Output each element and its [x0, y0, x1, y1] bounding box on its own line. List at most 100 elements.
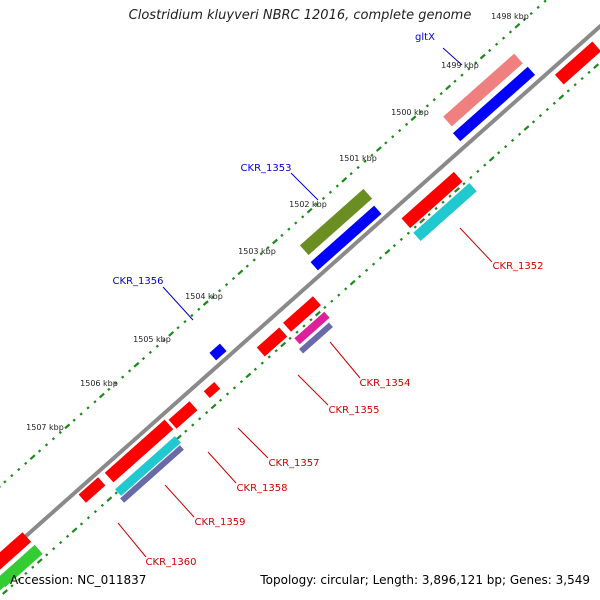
outer-tick-mark — [37, 449, 42, 453]
inner-tick-mark — [573, 83, 577, 87]
ckr1351-bar[interactable] — [554, 41, 600, 85]
outer-tick-mark — [121, 375, 125, 379]
ckr1360-bar[interactable] — [78, 477, 106, 503]
inner-tick-mark — [65, 534, 70, 538]
edge-red-bar[interactable] — [0, 532, 32, 572]
gene-label[interactable]: CKR_1360 — [146, 557, 197, 568]
inner-tick-mark — [114, 491, 118, 495]
gene-label[interactable]: CKR_1358 — [237, 483, 288, 494]
outer-tick-mark — [418, 110, 423, 114]
outer-tick-mark — [467, 67, 471, 71]
inner-tick-mark — [337, 293, 341, 297]
outer-tick-mark — [10, 474, 14, 478]
inner-tick-mark — [210, 403, 217, 410]
outer-tick-mark — [508, 30, 513, 34]
outer-tick-mark — [252, 258, 256, 262]
edge-green-small-bar[interactable] — [0, 573, 11, 591]
outer-tick-mark — [391, 135, 395, 139]
outer-tick-mark — [17, 467, 21, 472]
outer-tick-mark — [529, 11, 533, 16]
tick-label: 1498 kbp — [491, 12, 529, 21]
inner-tick-mark — [253, 367, 257, 371]
inner-tick-mark — [274, 349, 278, 353]
inner-tick-mark — [517, 132, 522, 136]
ckr1359-bar[interactable] — [120, 445, 184, 503]
outer-tick-mark — [439, 91, 443, 96]
inner-tick-mark — [364, 268, 369, 272]
inner-tick-mark — [218, 398, 223, 402]
gene-label[interactable]: gltX — [415, 32, 435, 43]
gene-label[interactable]: CKR_1352 — [493, 261, 544, 272]
outer-tick-mark — [29, 454, 36, 461]
ckr1355-bar[interactable] — [256, 327, 288, 357]
tick-label: 1501 kbp — [339, 154, 377, 163]
inner-tick-mark — [52, 547, 56, 551]
ckr1354-bar[interactable] — [294, 311, 330, 345]
gene-label[interactable]: CKR_1356 — [113, 276, 164, 287]
inner-tick-mark — [462, 182, 466, 186]
outer-tick-mark — [133, 361, 140, 368]
inner-tick-mark — [497, 151, 501, 155]
outer-tick-mark — [93, 400, 97, 404]
gene-leader-line — [459, 227, 493, 263]
ckr1358-bar[interactable] — [104, 419, 174, 483]
outer-tick-mark — [58, 430, 62, 435]
gene-label[interactable]: CKR_1353 — [241, 163, 292, 174]
ckr1357-red-bar[interactable] — [168, 401, 198, 429]
gltX-bar[interactable] — [443, 53, 523, 127]
outer-tick-mark — [168, 331, 175, 337]
inner-tick-mark — [580, 76, 584, 81]
ckr1356-bar[interactable] — [209, 343, 227, 361]
gene-leader-line — [290, 172, 319, 201]
inner-tick-mark — [330, 299, 334, 303]
outer-tick-mark — [162, 338, 166, 342]
ckr1353-strand-bar[interactable] — [310, 205, 382, 271]
inner-tick-mark — [406, 231, 410, 235]
edge-green-bar[interactable] — [0, 544, 43, 588]
ckr1352-bar[interactable] — [413, 182, 477, 242]
outer-tick-mark — [211, 295, 215, 299]
inner-tick-mark — [86, 516, 91, 520]
outer-tick-mark — [460, 73, 464, 77]
outer-tick-mark — [328, 190, 333, 194]
inner-tick-mark — [184, 429, 188, 433]
gene-label[interactable]: CKR_1355 — [329, 405, 380, 416]
outer-tick-mark — [306, 207, 313, 214]
inner-tick-mark — [106, 496, 113, 503]
gene-leader-line — [297, 374, 329, 406]
gltX-strand-bar[interactable] — [452, 66, 536, 142]
inner-tick-mark — [349, 279, 356, 286]
inner-tick-mark — [10, 584, 14, 588]
outer-tick-mark — [148, 350, 152, 355]
outer-tick-mark — [86, 406, 90, 410]
outer-tick-mark — [404, 122, 409, 127]
genome-backbone — [0, 23, 600, 562]
gene-label[interactable]: CKR_1354 — [360, 378, 411, 389]
outer-tick-mark — [356, 165, 360, 170]
outer-tick-mark — [44, 443, 49, 447]
inner-tick-mark — [36, 558, 43, 564]
inner-tick-mark — [225, 392, 230, 396]
ckr1354-grey-bar[interactable] — [299, 322, 333, 354]
ckr1353-bar[interactable] — [299, 188, 373, 256]
ckr1357-bar[interactable] — [203, 381, 221, 399]
outer-tick-mark — [176, 326, 180, 330]
outer-tick-mark — [488, 48, 492, 53]
inner-tick-mark — [558, 94, 565, 100]
outer-tick-mark — [127, 369, 132, 373]
outer-tick-mark — [398, 128, 402, 133]
outer-tick-mark — [51, 437, 56, 441]
gene-label[interactable]: CKR_1357 — [269, 458, 320, 469]
inner-tick-mark — [483, 163, 487, 167]
gene-label[interactable]: CKR_1359 — [195, 517, 246, 528]
ckr1352-red-bar[interactable] — [401, 171, 463, 229]
ckr1354-red-bar[interactable] — [283, 296, 321, 332]
outer-tick-mark — [370, 153, 374, 157]
inner-tick-mark — [545, 107, 549, 112]
outer-tick-mark — [24, 461, 28, 465]
tick-label: 1502 kbp — [289, 200, 327, 209]
ckr1359-cyan-bar[interactable] — [115, 436, 181, 496]
inner-tick-mark — [358, 274, 362, 279]
map-title: Clostridium kluyveri NBRC 12016, complet… — [128, 8, 472, 23]
